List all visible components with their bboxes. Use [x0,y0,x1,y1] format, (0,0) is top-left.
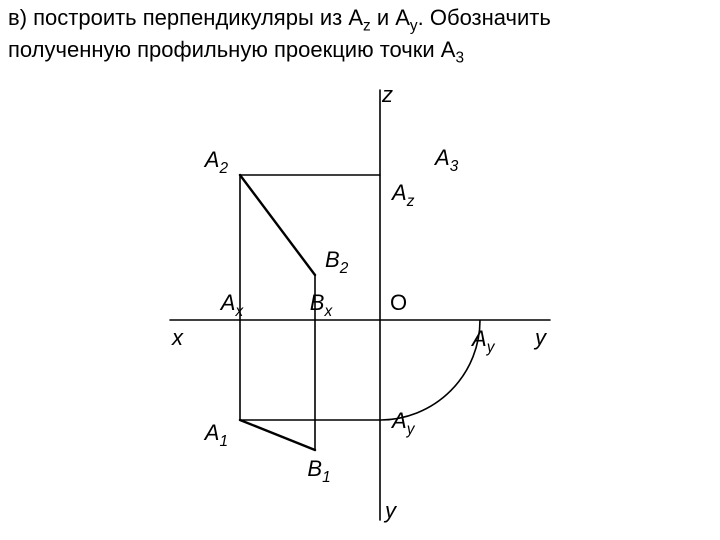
svg-text:A3: A3 [433,145,459,175]
caption-l2-prefix: полученную профильную проекцию точки A [8,37,455,62]
caption-l1-prefix: в) построить перпендикуляры из A [8,5,363,30]
svg-text:Az: Az [390,180,415,210]
projection-diagram: zyxyOA2A3AzB2AxBxA1B1AyAy [150,80,580,535]
caption-after: . Обозначить [418,5,551,30]
svg-text:O: O [390,290,407,315]
svg-text:A2: A2 [203,147,229,177]
svg-text:Ay: Ay [470,326,496,356]
caption-sub-3: 3 [455,49,464,66]
svg-text:B2: B2 [325,247,349,277]
caption-text: в) построить перпендикуляры из Az и Ay. … [8,4,708,67]
caption-mid: и A [371,5,410,30]
svg-text:A1: A1 [203,420,228,450]
svg-text:Ay: Ay [390,408,416,438]
svg-text:y: y [533,325,548,350]
svg-text:Bx: Bx [310,290,334,320]
svg-text:x: x [171,325,184,350]
svg-text:y: y [383,498,398,523]
svg-text:B1: B1 [307,456,330,486]
svg-text:z: z [381,82,393,107]
caption-sub-z: z [363,17,371,34]
caption-sub-y: y [410,17,418,34]
